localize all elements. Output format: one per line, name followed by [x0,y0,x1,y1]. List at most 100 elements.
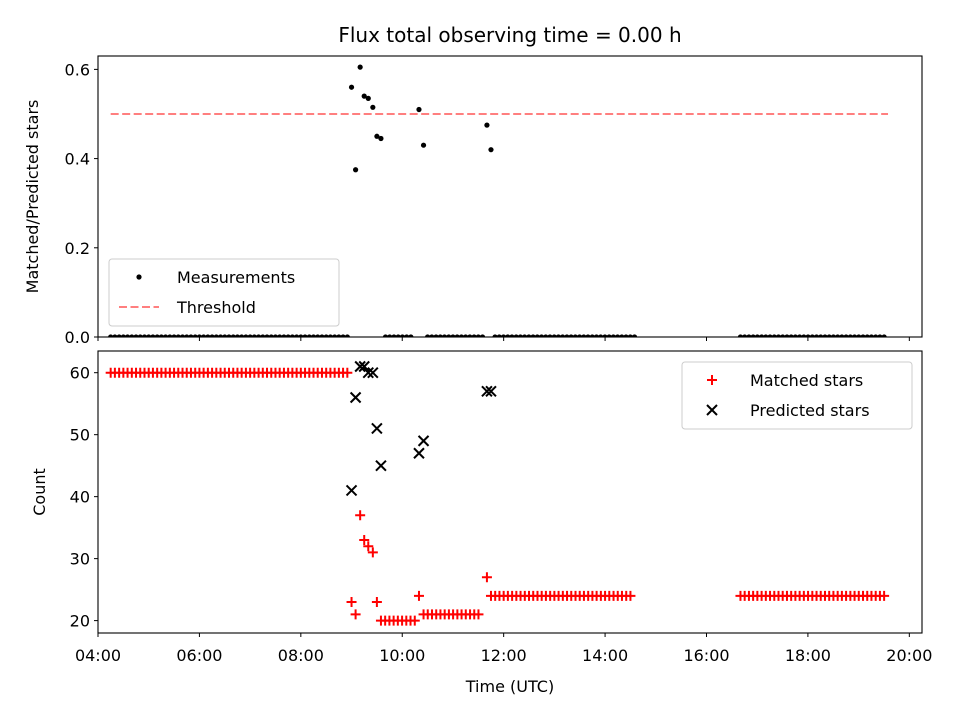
measurement-point [116,334,122,337]
measurement-point [285,334,291,337]
measurement-point [593,334,600,337]
measurement-point [805,334,811,337]
measurement-point [843,334,849,337]
x-tick-label: 10:00 [379,646,425,665]
legend: Matched stars Predicted stars [681,361,913,430]
measurement-point [585,334,591,337]
plot-area [105,360,890,626]
measurement-point [175,334,181,337]
legend-label: Matched stars [750,371,863,390]
legend-measurement-swatch [136,274,142,280]
legend-label: Measurements [177,268,295,287]
y-axis-label: Count [30,468,49,516]
measurement-point [365,95,371,101]
measurement-point [746,334,752,337]
measurement-point [255,334,262,337]
matched-point [363,541,374,552]
measurement-point [568,334,574,337]
measurement-point [357,64,363,70]
measurement-point [213,334,219,337]
axes-frame [97,55,923,338]
measurement-point [319,334,325,337]
measurement-point [868,334,875,337]
measurement-point [759,334,765,337]
y-tick-label: 50 [70,426,90,445]
measurement-point [306,334,312,337]
count-panel: 20 30 40 50 60 04:00 06:00 08:00 10:00 12:00 14:00… [30,350,932,696]
measurement-point [167,334,173,337]
measurement-point [530,334,536,337]
measurement-point [522,334,528,337]
predicted-point [349,391,362,404]
y-tick-label: 30 [70,550,90,569]
measurement-point [767,334,773,337]
x-tick-label: 12:00 [481,646,527,665]
measurement-point [763,334,769,337]
matched-point [371,597,382,608]
measurement-point [158,334,164,337]
predicted-point [362,366,374,379]
predicted-point [481,385,493,397]
measurement-point [217,334,224,337]
measurement-point [137,334,143,337]
measurement-point [576,334,583,337]
measurement-point [835,334,841,337]
measurement-point [272,334,279,337]
measurement-point [378,135,384,142]
matched-point [481,572,492,583]
measurement-point [619,334,625,337]
measurement-point [230,334,236,337]
measurement-point [416,106,422,113]
chart-title: Flux total observing time = 0.00 h [338,23,681,47]
measurement-point [534,334,540,337]
measurement-point [598,334,604,337]
measurement-point [281,334,287,337]
measurement-point [226,334,232,337]
measurement-point [395,334,401,337]
measurement-point [509,334,515,337]
legend-predicted-swatch [706,404,718,416]
measurement-point [564,334,570,337]
measurement-point [146,334,152,337]
measurement-point [348,84,355,90]
measurement-point [602,334,608,337]
measurement-point [547,334,553,337]
measurement-point [108,334,114,337]
measurement-point [205,334,211,337]
measurement-point [797,334,803,337]
measurement-point [171,334,177,337]
predicted-point [354,360,366,373]
measurement-point [560,334,566,337]
measurement-point [437,334,443,337]
measurement-point [610,334,616,337]
measurement-point [340,334,346,337]
measurement-point [775,334,782,337]
legend-matched-swatch [707,375,717,385]
measurement-point [201,334,207,337]
predicted-point [375,459,387,472]
measurement-point [247,334,253,337]
measurement-point [881,334,887,337]
measurement-point [496,334,502,337]
x-tick-label: 06:00 [176,646,222,665]
predicted-point [358,360,370,373]
measurement-point [277,334,283,337]
measurement-point [336,334,342,337]
measurement-point [260,334,266,337]
ratio-panel: 0.0 0.2 0.4 0.6 Matched/Predicted stars Flux … [23,23,923,347]
predicted-point [367,366,379,379]
measurement-point [323,334,329,337]
measurement-point [471,334,477,337]
measurement-point [184,334,190,337]
measurement-point [382,334,389,337]
measurement-point [264,334,270,337]
measurement-point [517,334,523,337]
measurement-point [196,334,203,337]
measurement-point [555,334,562,337]
measurement-point [589,334,595,337]
measurement-point [374,133,380,139]
measurement-point [864,334,870,337]
x-axis-label: Time (UTC) [465,677,554,696]
y-axis-label: Matched/Predicted stars [23,100,42,294]
measurement-point [268,334,274,337]
